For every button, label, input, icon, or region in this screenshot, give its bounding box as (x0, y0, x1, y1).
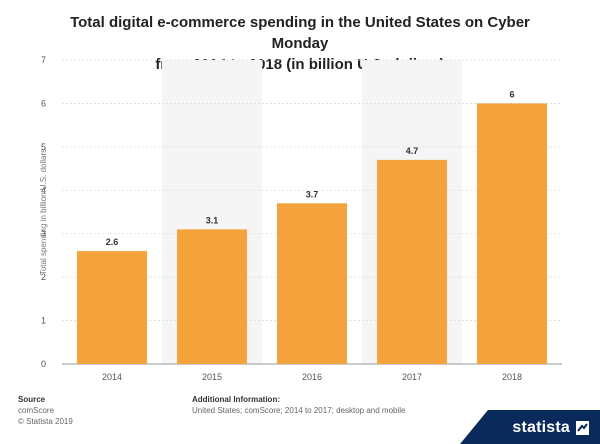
additional-info-text: United States; comScore; 2014 to 2017; d… (192, 406, 406, 415)
x-axis-ticks: 2014 2015 2016 2017 2018 (102, 372, 522, 382)
data-label-2015: 3.1 (206, 215, 219, 225)
bar-2017[interactable] (377, 159, 447, 364)
y-tick-3: 3 (41, 229, 46, 239)
bar-2018[interactable] (477, 103, 547, 364)
source-heading: Source (18, 395, 46, 404)
copyright: © Statista 2019 (18, 417, 73, 426)
statista-logo[interactable]: statista (460, 410, 600, 444)
y-tick-7: 7 (41, 55, 46, 65)
data-labels: 2.6 3.1 3.7 4.7 6 (106, 89, 515, 247)
statista-logo-icon (576, 421, 589, 435)
source-block: Source comScore © Statista 2019 (18, 394, 73, 427)
y-tick-5: 5 (41, 142, 46, 152)
y-tick-2: 2 (41, 272, 46, 282)
data-label-2016: 3.7 (306, 189, 319, 199)
y-axis-ticks: 0 1 2 3 4 5 6 7 (41, 55, 46, 369)
y-tick-6: 6 (41, 98, 46, 108)
x-tick-2018: 2018 (502, 372, 522, 382)
y-tick-0: 0 (41, 359, 46, 369)
brand-name: statista (512, 419, 570, 436)
bars (77, 103, 547, 364)
y-axis-label: Total spending in billion U.S. dollars (39, 149, 48, 275)
data-label-2014: 2.6 (106, 237, 119, 247)
x-tick-2014: 2014 (102, 372, 122, 382)
x-tick-2017: 2017 (402, 372, 422, 382)
x-tick-2015: 2015 (202, 372, 222, 382)
bar-2015[interactable] (177, 229, 247, 364)
additional-info-block: Additional Information: United States; c… (192, 394, 405, 416)
bar-2014[interactable] (77, 251, 147, 364)
data-label-2017: 4.7 (406, 146, 419, 156)
chart-title-line-1: Total digital e-commerce spending in the… (70, 14, 530, 52)
additional-info-heading[interactable]: Additional Information: (192, 395, 280, 404)
y-tick-4: 4 (41, 185, 46, 195)
data-label-2018: 6 (509, 89, 514, 99)
y-tick-1: 1 (41, 316, 46, 326)
source-link[interactable]: comScore (18, 406, 55, 415)
x-tick-2016: 2016 (302, 372, 322, 382)
bar-2016[interactable] (277, 203, 347, 364)
